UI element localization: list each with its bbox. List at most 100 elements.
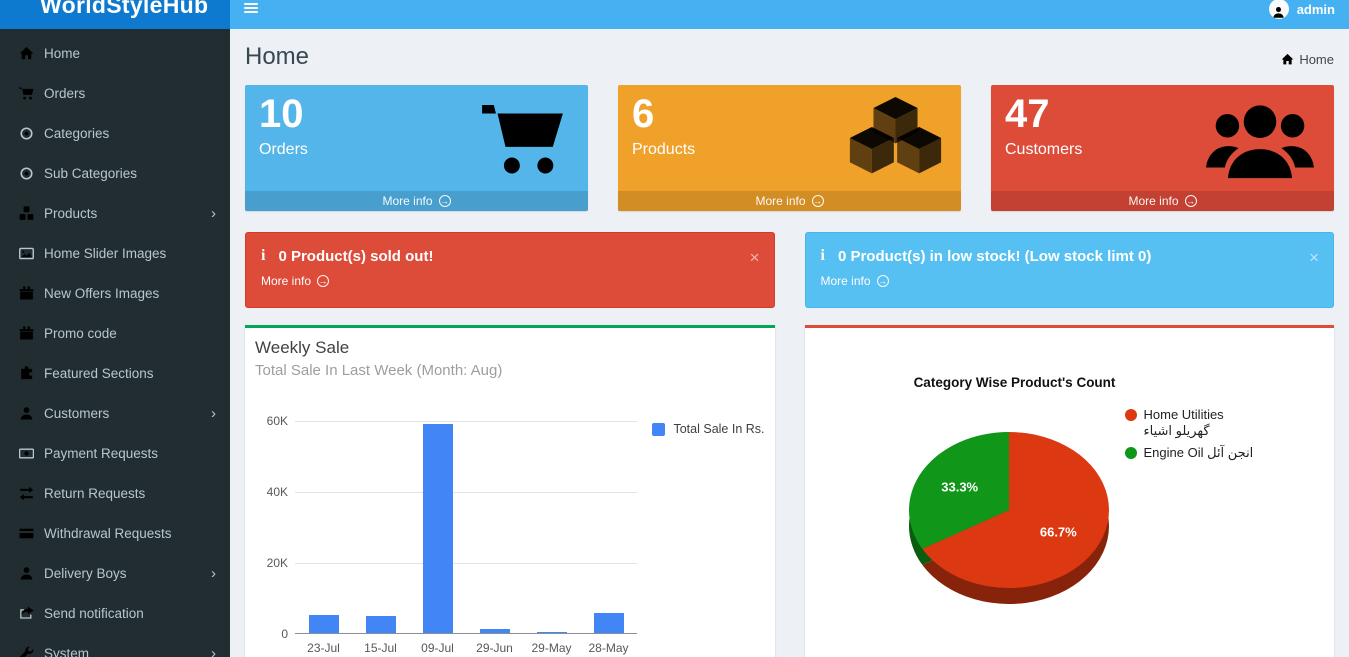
sidebar-item-system[interactable]: System › xyxy=(0,633,230,657)
bar-chart-subtitle: Total Sale In Last Week (Month: Aug) xyxy=(255,362,503,379)
stat-value: 47 xyxy=(1005,92,1050,136)
users-icon xyxy=(1204,97,1316,188)
bar-plot xyxy=(295,421,637,634)
breadcrumb[interactable]: Home xyxy=(1281,52,1334,67)
pie-slice-percent-label: 33.3% xyxy=(941,480,978,495)
gridline xyxy=(295,492,637,493)
cart-icon xyxy=(482,104,563,174)
arrow-circle-right-icon: → xyxy=(1184,195,1197,207)
sidebar-item-new-offers-images[interactable]: New Offers Images xyxy=(0,273,230,313)
sidebar-item-label: Categories xyxy=(44,125,110,141)
more-info-label: More info xyxy=(755,194,806,208)
sidebar-item-withdrawal-requests[interactable]: Withdrawal Requests xyxy=(0,513,230,553)
brand-logo[interactable]: WorldStyleHub xyxy=(0,0,230,29)
info-icon: i xyxy=(820,247,825,264)
sidebar-item-home-slider-images[interactable]: Home Slider Images xyxy=(0,233,230,273)
pie-slice-engine-oil xyxy=(908,432,1009,549)
sidebar-item-categories[interactable]: Categories xyxy=(0,113,230,153)
sidebar-item-label: Return Requests xyxy=(44,485,146,501)
avatar xyxy=(1268,0,1289,19)
stat-value: 10 xyxy=(259,92,304,136)
x-tick-label: 28-May xyxy=(588,641,629,655)
gridline xyxy=(295,563,637,564)
money-icon xyxy=(19,447,34,459)
sidebar-item-label: Promo code xyxy=(44,325,117,341)
sidebar-item-customers[interactable]: Customers › xyxy=(0,393,230,433)
sidebar-item-label: Home xyxy=(44,45,81,61)
alerts-row: i 0 Product(s) sold out! More info → × i 0 Pro… xyxy=(245,232,1334,308)
bar-29-may xyxy=(536,631,567,633)
stats-row: 10 Orders More info → 6 Products More info → 47 C… xyxy=(245,85,1334,211)
sidebar-item-delivery-boys[interactable]: Delivery Boys › xyxy=(0,553,230,593)
top-navbar: WorldStyleHub admin xyxy=(0,0,1349,29)
sidebar-item-label: New Offers Images xyxy=(44,285,160,301)
sidebar-toggle[interactable] xyxy=(244,3,258,15)
x-tick-label: 15-Jul xyxy=(364,641,397,655)
legend-label: Total Sale In Rs. xyxy=(673,422,765,436)
alert-text: 0 Product(s) in low stock! (Low stock li… xyxy=(837,247,1152,265)
bar-chart-title: Weekly Sale xyxy=(255,338,350,357)
weekly-sale-card: Weekly Sale Total Sale In Last Week (Mon… xyxy=(245,325,775,657)
more-info-label: More info xyxy=(820,274,871,288)
category-pie-card: Category Wise Product's Count 66.7% 33.3%… xyxy=(804,325,1334,657)
sidebar-item-featured-sections[interactable]: Featured Sections xyxy=(0,353,230,393)
cart-icon xyxy=(475,97,570,187)
x-tick-label: 09-Jul xyxy=(421,641,454,655)
sidebar-item-label: Home Slider Images xyxy=(44,245,167,261)
bar-23-jul xyxy=(308,614,339,633)
sidebar-item-sub-categories[interactable]: Sub Categories xyxy=(0,153,230,193)
send-icon xyxy=(20,605,34,619)
more-info-link[interactable]: More info → xyxy=(821,274,889,288)
sidebar-menu: Home Orders Categories Sub Categories Produc… xyxy=(0,33,230,657)
more-info-link[interactable]: More info → xyxy=(618,191,961,211)
image-icon xyxy=(19,247,34,259)
sidebar-item-payment-requests[interactable]: Payment Requests xyxy=(0,433,230,473)
home-icon xyxy=(19,46,34,59)
circle-icon xyxy=(20,166,33,180)
bar-09-jul xyxy=(422,423,453,633)
sidebar-item-products[interactable]: Products › xyxy=(0,193,230,233)
chevron-right-icon: › xyxy=(211,204,216,222)
circle-icon xyxy=(20,126,33,140)
gift-icon xyxy=(19,325,34,339)
page-title: Home xyxy=(245,43,310,70)
y-tick-label: 40K xyxy=(266,485,288,499)
pie-chart-legend: Home Utilities گھریلو اشیاء Engine Oil ان… xyxy=(1124,407,1260,467)
sidebar-item-label: Customers xyxy=(44,405,110,421)
close-icon[interactable]: × xyxy=(1309,248,1319,267)
close-icon[interactable]: × xyxy=(749,248,760,267)
stat-label: Customers xyxy=(1005,141,1083,158)
more-info-link[interactable]: More info → xyxy=(991,191,1334,211)
chevron-right-icon: › xyxy=(211,564,216,582)
x-tick-label: 23-Jul xyxy=(307,641,340,655)
info-icon: i xyxy=(261,247,266,264)
gift-icon xyxy=(19,285,34,299)
puzzle-icon xyxy=(21,365,33,379)
pie-legend-label: Engine Oil انجن آئل xyxy=(1143,445,1254,460)
sidebar-item-label: Sub Categories xyxy=(44,165,138,181)
navbar-main: admin xyxy=(230,0,1349,29)
sidebar-item-label: Withdrawal Requests xyxy=(44,525,172,541)
sidebar-item-promo-code[interactable]: Promo code xyxy=(0,313,230,353)
sidebar-item-home[interactable]: Home xyxy=(0,33,230,73)
alert-text: 0 Product(s) sold out! xyxy=(278,247,434,265)
sidebar-item-orders[interactable]: Orders xyxy=(0,73,230,113)
x-tick-label: 29-Jun xyxy=(476,641,513,655)
stat-card-customers: 47 Customers More info → xyxy=(991,85,1334,211)
bar-15-jul xyxy=(365,615,396,633)
user-menu[interactable]: admin xyxy=(1268,0,1335,19)
chevron-right-icon: › xyxy=(211,404,216,422)
sidebar-item-return-requests[interactable]: Return Requests xyxy=(0,473,230,513)
sidebar-item-send-notification[interactable]: Send notification xyxy=(0,593,230,633)
sidebar-item-label: Send notification xyxy=(44,605,144,621)
more-info-label: More info xyxy=(261,274,312,288)
more-info-link[interactable]: More info → xyxy=(261,274,330,288)
pie-chart: 66.7% 33.3% xyxy=(905,425,1120,620)
sidebar-item-label: System xyxy=(44,645,90,657)
sidebar-item-label: Delivery Boys xyxy=(44,565,127,581)
legend-swatch xyxy=(652,423,666,436)
arrow-circle-right-icon: → xyxy=(317,275,330,287)
more-info-link[interactable]: More info → xyxy=(245,191,588,211)
breadcrumb-label: Home xyxy=(1299,52,1334,67)
cart-icon xyxy=(19,86,34,99)
